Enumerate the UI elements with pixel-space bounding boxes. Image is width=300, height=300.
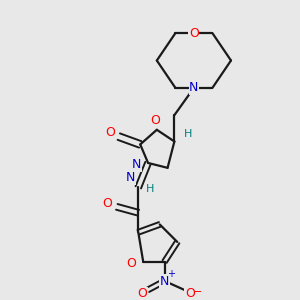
Text: O: O bbox=[185, 287, 195, 300]
Text: O: O bbox=[127, 257, 136, 270]
Text: H: H bbox=[146, 184, 154, 194]
Text: O: O bbox=[189, 27, 199, 40]
Text: N: N bbox=[126, 171, 135, 184]
Text: −: − bbox=[193, 287, 203, 297]
Text: O: O bbox=[137, 287, 147, 300]
Text: O: O bbox=[105, 126, 115, 139]
Text: N: N bbox=[160, 274, 169, 287]
Text: H: H bbox=[184, 129, 192, 139]
Text: +: + bbox=[167, 269, 175, 279]
Text: N: N bbox=[132, 158, 141, 171]
Text: O: O bbox=[150, 113, 160, 127]
Text: O: O bbox=[102, 197, 112, 210]
Text: N: N bbox=[189, 81, 199, 94]
